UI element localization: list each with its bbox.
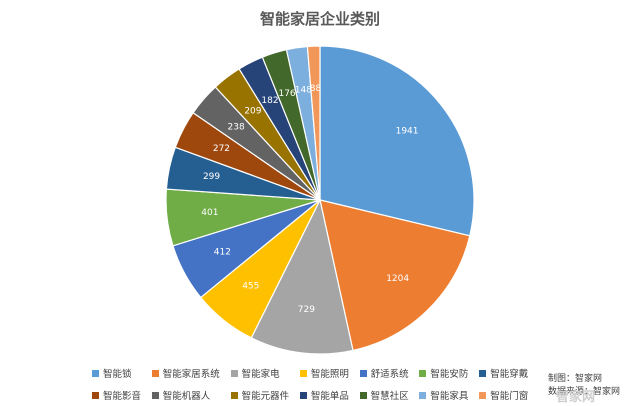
legend-swatch-5 xyxy=(419,369,427,377)
legend-swatch-11 xyxy=(359,391,367,399)
legend-item-13: 智能门窗 xyxy=(479,388,532,402)
legend-swatch-3 xyxy=(299,369,307,377)
legend-label-13: 智能门窗 xyxy=(490,391,529,402)
data-label-0: 1941 xyxy=(396,126,419,136)
pie-slice-0 xyxy=(319,45,475,237)
legend-label-12: 智能家具 xyxy=(430,391,469,402)
data-label-5: 401 xyxy=(201,208,218,218)
source-line-1: 制图：智家网 xyxy=(548,374,603,384)
legend-swatch-12 xyxy=(419,391,427,399)
legend-label-10: 智能单品 xyxy=(310,391,349,402)
chart-title: 智能家居企业类别 xyxy=(259,10,380,28)
legend-label-2: 智能家电 xyxy=(241,369,280,380)
legend-item-12: 智能家具 xyxy=(419,388,472,402)
legend-item-3: 智能照明 xyxy=(299,366,353,380)
source-note: 制图：智家网 数据来源：智家网 xyxy=(548,373,636,399)
legend-item-6: 智能穿戴 xyxy=(479,366,532,380)
chart-legend: 智能锁 智能家居系统 智能家电 智能照明 舒适系统 智能安防 智能穿戴智能影音 智能机器人 智能… xyxy=(92,366,532,402)
legend-swatch-10 xyxy=(299,391,307,399)
data-label-12: 148 xyxy=(295,85,312,95)
data-label-1: 1204 xyxy=(386,274,409,284)
legend-label-8: 智能机器人 xyxy=(162,391,211,402)
legend-label-5: 智能安防 xyxy=(430,369,469,380)
legend-label-7: 智能影音 xyxy=(103,391,142,402)
data-label-2: 729 xyxy=(298,305,315,315)
watermark-text: 智家网 xyxy=(556,390,596,405)
legend-swatch-9 xyxy=(230,391,238,399)
legend-label-3: 智能照明 xyxy=(310,369,349,380)
legend-item-7: 智能影音 xyxy=(92,388,145,402)
legend-item-1: 智能家居系统 xyxy=(151,366,224,380)
legend-item-0: 智能锁 xyxy=(92,366,145,380)
legend-label-6: 智能穿戴 xyxy=(490,369,529,380)
legend-label-9: 智能元器件 xyxy=(241,391,290,402)
legend-item-2: 智能家电 xyxy=(230,366,293,380)
pie-slice-13 xyxy=(306,45,321,201)
data-label-8: 238 xyxy=(228,122,245,132)
legend-swatch-4 xyxy=(359,369,367,377)
pie-slice-1 xyxy=(319,199,471,352)
legend-item-10: 智能单品 xyxy=(299,388,353,402)
legend-swatch-1 xyxy=(151,369,159,377)
data-label-9: 209 xyxy=(244,107,261,117)
data-label-7: 272 xyxy=(213,144,230,154)
legend-label-11: 智慧社区 xyxy=(370,391,409,402)
legend-swatch-7 xyxy=(92,391,99,399)
legend-label-4: 舒适系统 xyxy=(370,369,409,380)
legend-item-9: 智能元器件 xyxy=(230,388,293,402)
legend-swatch-0 xyxy=(92,369,99,377)
legend-item-11: 智慧社区 xyxy=(359,388,413,402)
legend-label-0: 智能锁 xyxy=(103,369,132,380)
source-line-2: 数据来源：智家网 xyxy=(548,387,621,397)
data-label-10: 182 xyxy=(261,96,278,106)
legend-swatch-2 xyxy=(230,369,238,377)
legend-swatch-6 xyxy=(479,369,487,377)
data-label-13: 88 xyxy=(310,84,322,94)
data-label-3: 455 xyxy=(242,282,259,292)
data-label-4: 412 xyxy=(214,248,231,258)
legend-label-1: 智能家居系统 xyxy=(162,369,220,380)
legend-item-5: 智能安防 xyxy=(419,366,472,380)
pie-slice-2 xyxy=(250,198,354,355)
data-label-11: 176 xyxy=(278,89,295,99)
legend-swatch-13 xyxy=(479,391,487,399)
legend-item-4: 舒适系统 xyxy=(359,366,413,380)
legend-item-8: 智能机器人 xyxy=(151,388,224,402)
legend-swatch-8 xyxy=(151,391,159,399)
data-label-6: 299 xyxy=(203,172,220,182)
